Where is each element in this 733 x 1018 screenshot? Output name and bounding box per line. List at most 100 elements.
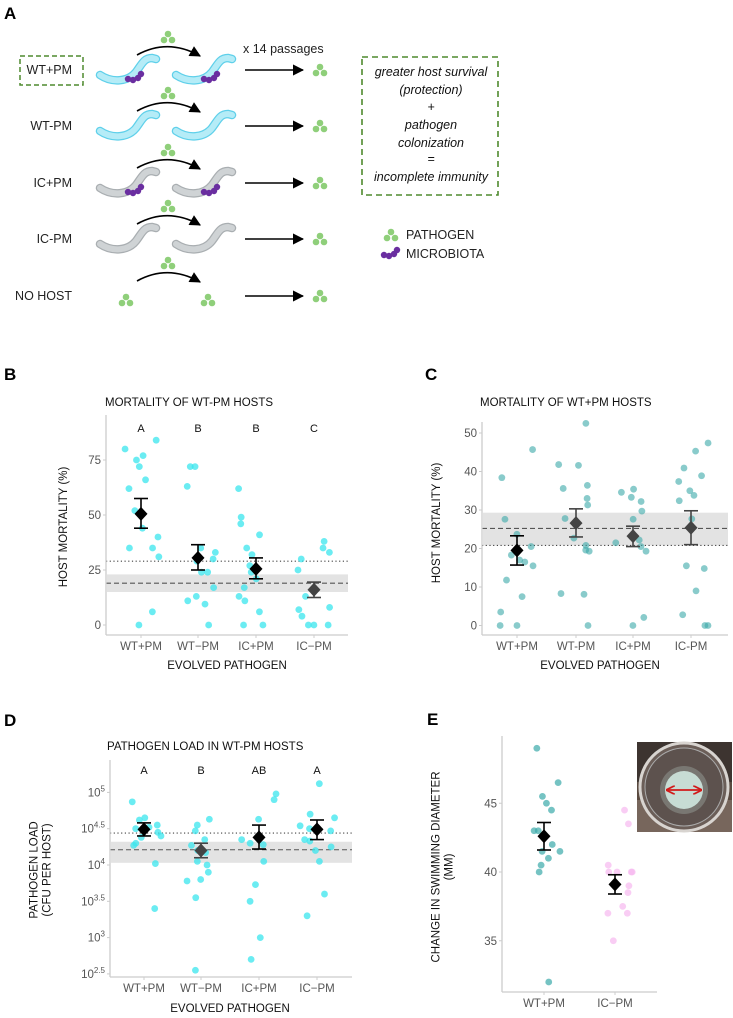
x-tick-label: IC−PM [296,641,331,653]
data-point [557,590,565,597]
pathogen-cluster-icon [118,293,134,307]
data-point [501,515,509,523]
passage-row: WT+PM [19,30,328,86]
x-tick-label: WT+PM [123,983,165,995]
data-point [324,621,332,629]
data-point [204,868,212,876]
y-axis-title: HOST MORTALITY (%) [58,467,70,588]
data-point [617,488,625,496]
data-point [638,507,646,515]
data-point [246,839,254,847]
mean-error-bar [684,509,698,546]
data-point [580,590,588,598]
swim-plate-photo [637,741,732,833]
highlight-box [19,55,84,86]
data-point [246,897,254,905]
data-point [148,608,156,616]
x-tick-label: IC+PM [238,641,273,653]
chart-title: MORTALITY OF WT+PM HOSTS [480,397,652,409]
data-point [575,461,582,469]
pathogen-cluster-icon [160,30,176,44]
mean-error-bar [137,822,151,837]
row-label: IC-PM [37,232,72,246]
data-point [201,836,209,843]
data-point [193,821,201,829]
data-point [605,868,613,876]
data-point [584,501,592,509]
data-point [295,606,303,613]
data-point [555,461,563,468]
data-point [301,836,309,843]
transfer-arrow-icon [136,215,201,226]
mean-error-bar [569,508,583,538]
data-point [331,814,338,822]
data-point [197,544,205,552]
legend-label: MICROBIOTA [406,247,485,261]
data-point [304,621,312,629]
data-point [548,841,556,848]
data-point [507,551,515,559]
data-point [496,622,504,629]
pathogen-cluster-icon [160,256,176,270]
passage-row: WT-PM [30,86,328,141]
worm-host-icon [95,53,161,85]
data-point [205,621,213,629]
x-tick-label: IC+PM [241,983,276,995]
mean-marker [249,561,263,576]
row-label: WT+PM [27,63,72,77]
y-tick-label: 104.5 [81,821,105,836]
data-point [256,934,264,941]
y-tick-label: 20 [464,544,477,556]
data-point [192,593,200,600]
data-point [240,584,248,591]
data-point [680,464,688,472]
x-axis-title: EVOLVED PATHOGEN [167,660,287,672]
data-point [237,520,245,528]
pathogen-cluster-icon [160,86,176,100]
microbiota-icon [200,183,221,197]
data-point [535,868,543,876]
worm-host-icon [95,166,161,198]
x-tick-label: IC−PM [597,998,632,1010]
mean-error-bar [626,525,640,548]
panel-d-chart: D PATHOGEN LOAD IN WT-PM HOSTS 102.5 103 103… [4,711,352,1015]
data-point [191,827,199,835]
mean-marker [569,516,583,531]
worm-host-icon [171,222,237,254]
data-point [255,815,262,823]
data-point [529,562,537,570]
significance-letter: AB [252,765,267,777]
data-point [604,861,612,869]
y-tick-label: 0 [471,621,477,633]
x-tick-label: WT−PM [177,641,219,653]
microbiota-icon [380,246,401,260]
data-point [637,498,645,505]
x-axis-title: EVOLVED PATHOGEN [540,660,660,672]
data-point [534,827,542,835]
data-point [516,556,524,564]
data-point [256,531,263,539]
data-point [692,447,699,455]
worm-host-icon [171,166,237,198]
data-point [613,868,621,876]
x-tick-label: IC+PM [615,641,650,653]
data-point [191,463,199,470]
summary-line: incomplete immunity [374,170,489,184]
mean-error-bar [249,557,263,580]
data-point [192,894,200,902]
panel-label-e: E [427,710,438,729]
panel-label-d: D [4,711,16,730]
data-point [320,538,328,545]
data-point [306,837,314,845]
data-point [327,843,335,851]
data-point [306,810,314,818]
x-tick-label: IC-PM [675,641,708,653]
data-point [624,889,632,897]
data-point [497,608,505,616]
summary-line: colonization [398,136,464,150]
x-tick-label: WT+PM [496,641,538,653]
data-point [585,547,593,555]
data-point [237,513,245,521]
data-point [188,841,195,849]
microbiota-icon [200,70,221,84]
